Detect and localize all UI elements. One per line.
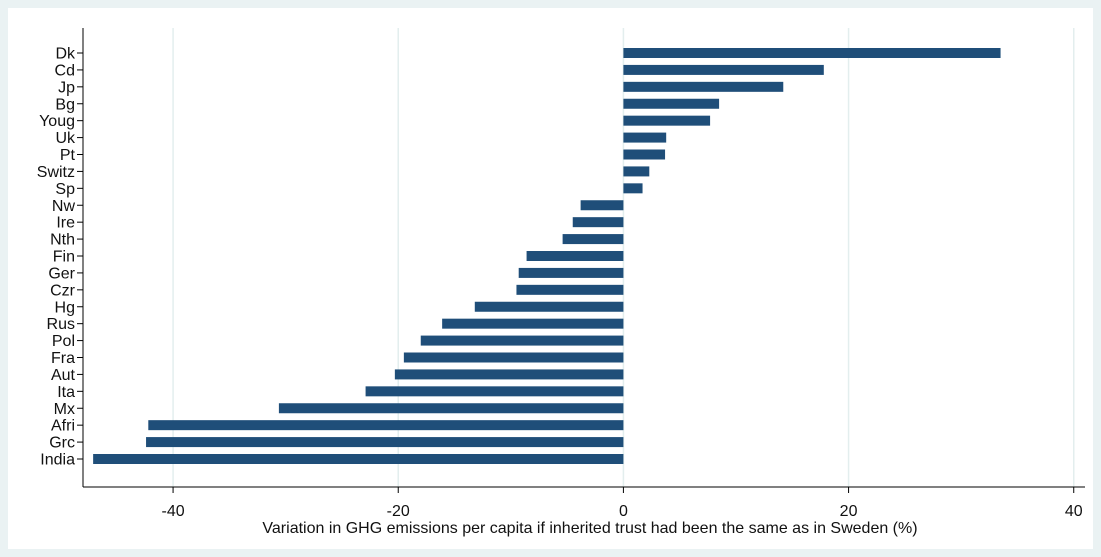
bar-czr [516,284,624,295]
y-category-label: Nw [52,198,76,215]
bar-pt [623,149,666,160]
y-category-label: Grc [49,435,75,452]
y-category-label: Pol [52,333,75,350]
bar-sp [623,183,643,194]
grid-layer [172,28,1075,487]
bar-uk [623,132,667,143]
y-category-label: Sp [55,181,75,198]
y-category-label: Uk [55,130,76,147]
y-category-label: Bg [55,96,75,113]
bar-ire [572,217,624,228]
bar-pol [420,335,624,346]
y-category-label: Czr [50,282,76,299]
bar-grc [146,437,624,448]
x-axis-title: Variation in GHG emissions per capita if… [262,520,917,537]
x-tick-label: -40 [162,503,185,520]
bar-india [93,454,624,464]
y-category-label: Nth [50,232,75,249]
y-category-label: Mx [54,401,75,418]
y-category-label: Cd [55,62,75,79]
bar-afri [148,420,624,431]
y-category-label: Afri [51,418,75,435]
y-category-label: Switz [37,164,75,181]
y-category-label: Hg [55,299,75,316]
y-category-label: Aut [51,367,76,384]
y-category-label: Dk [55,46,76,63]
y-category-label: Ire [56,215,75,232]
bar-bg [623,98,720,109]
bar-cd [623,64,824,75]
y-category-label: Jp [58,79,75,96]
y-category-label: Ger [48,265,75,282]
bar-fra [403,352,624,363]
y-category-label: Ita [57,384,75,401]
bar-nth [562,234,624,245]
bar-fin [526,251,624,261]
bar-ger [518,267,624,278]
bar-switz [623,166,650,177]
bar-youg [623,115,711,126]
bar-hg [474,301,624,312]
x-tick-label: -20 [387,503,410,520]
bar-mx [278,403,624,414]
y-category-label: Pt [60,147,76,164]
y-category-label: Rus [47,316,75,333]
bar-jp [623,81,784,92]
x-tick-label: 0 [619,503,628,520]
y-category-label: Youg [39,113,75,130]
y-category-label: India [40,452,75,469]
bar-layer [93,48,1001,464]
bar-ita [365,386,624,397]
bar-aut [394,369,624,380]
x-tick-label: 40 [1065,503,1083,520]
bar-nw [580,200,624,211]
y-category-label: Fin [53,249,75,266]
y-category-label: Fra [51,350,75,367]
bar-dk [623,48,1001,58]
bar-rus [442,318,624,329]
x-tick-label: 20 [840,503,858,520]
axis-layer: -40 -20 0 20 40 DkCdJpBgYougUkPtSwitzSpNwIreN… [37,28,1085,520]
